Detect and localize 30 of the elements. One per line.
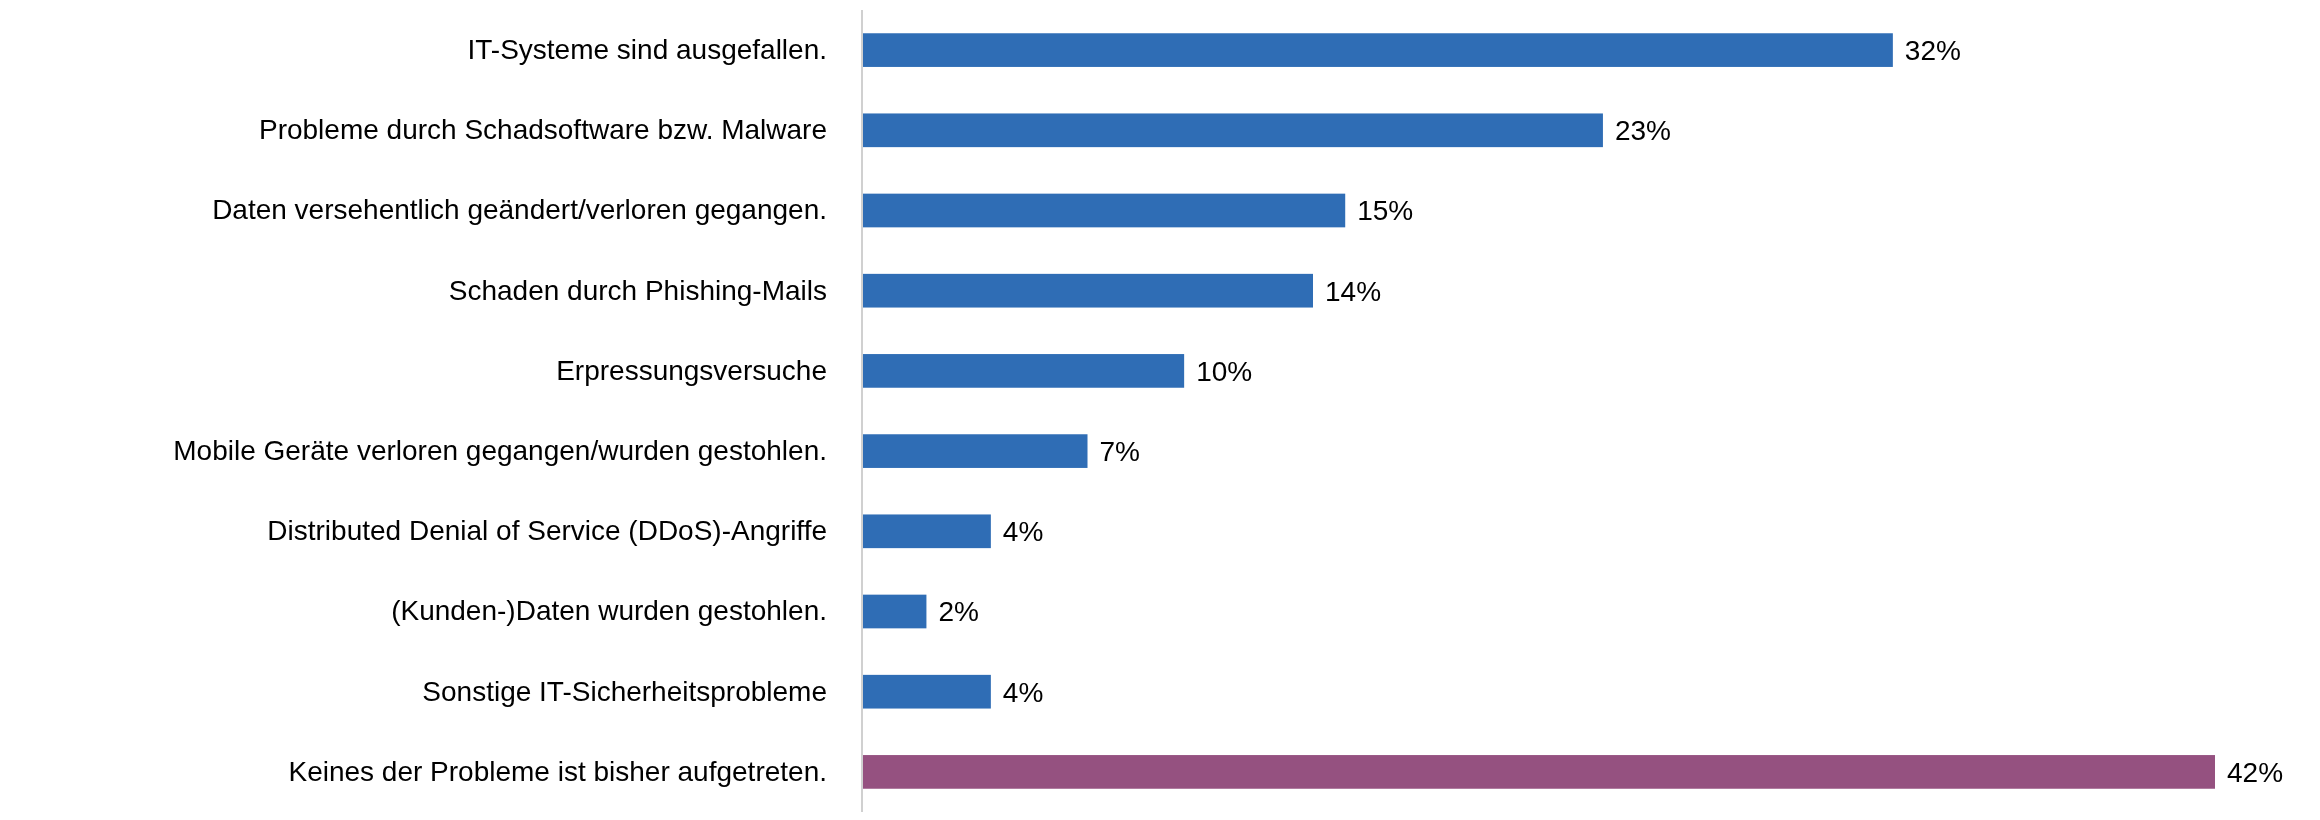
data-label: 15% — [1357, 195, 1414, 227]
y-tick-label: Sonstige IT-Sicherheitsprobleme — [422, 675, 827, 707]
data-label: 4% — [1002, 676, 1044, 708]
bar — [862, 273, 1313, 308]
data-label: 14% — [1325, 275, 1382, 307]
data-label: 42% — [2227, 756, 2284, 788]
bar — [862, 594, 927, 629]
y-tick-label: Keines der Probleme ist bisher aufgetreten. — [288, 755, 827, 787]
bar — [862, 113, 1603, 148]
y-tick-label: Erpressungsversuche — [556, 354, 827, 386]
y-tick-label: Daten versehentlich geändert/verloren gegangen. — [212, 194, 827, 226]
y-tick-label: Mobile Geräte verloren gegangen/wurden gestohlen. — [173, 435, 827, 467]
bar — [862, 434, 1088, 468]
data-label: 23% — [1614, 115, 1671, 147]
y-tick-label: Probleme durch Schadsoftware bzw. Malware — [258, 114, 827, 146]
bar — [862, 33, 1893, 67]
y-tick-label: IT-Systeme sind ausgefallen. — [467, 34, 827, 66]
data-label: 10% — [1196, 355, 1253, 387]
y-tick-label: (Kunden-)Daten wurden gestohlen. — [391, 595, 827, 627]
bar — [862, 193, 1346, 228]
data-label: 7% — [1099, 435, 1140, 467]
y-tick-label: Schaden durch Phishing-Mails — [448, 274, 827, 306]
data-label: 2% — [938, 596, 979, 628]
data-label: 4% — [1002, 516, 1044, 548]
data-label: 32% — [1904, 34, 1961, 66]
bar — [862, 514, 991, 549]
bar — [862, 354, 1185, 388]
bar — [862, 755, 2215, 789]
y-tick-label: Distributed Denial of Service (DDoS)-Angriffe — [267, 515, 827, 547]
bar — [862, 674, 991, 709]
